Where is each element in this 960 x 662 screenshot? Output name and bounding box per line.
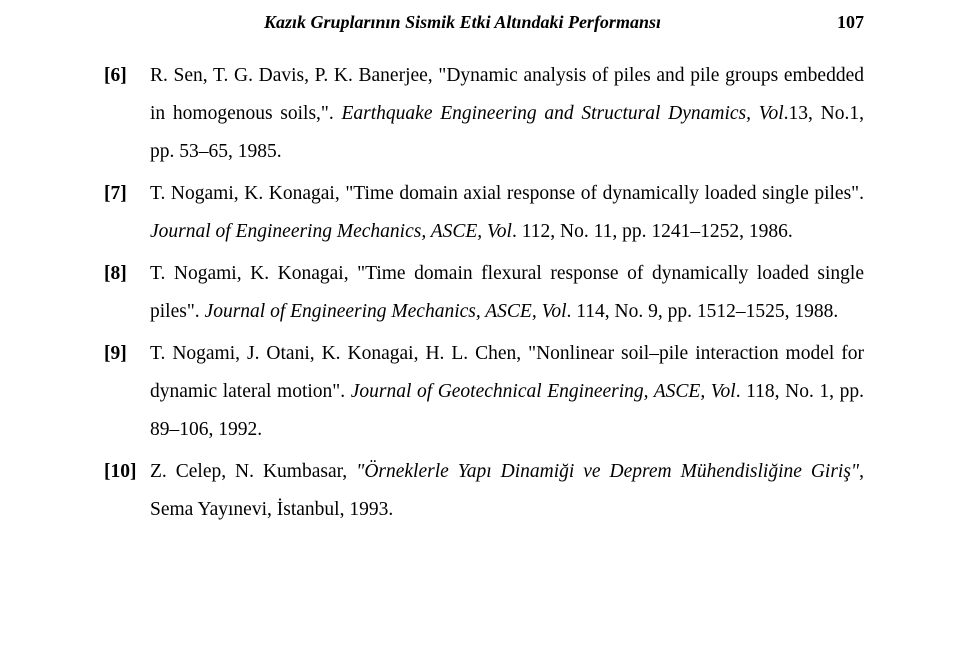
reference-item: [6] R. Sen, T. G. Davis, P. K. Banerjee,… [104, 57, 864, 171]
running-header: Kazık Gruplarının Sismik Etki Altındaki … [104, 12, 864, 33]
reference-text: T. Nogami, K. Konagai, "Time domain flex… [150, 255, 864, 331]
page-number: 107 [837, 12, 864, 33]
reference-text: R. Sen, T. G. Davis, P. K. Banerjee, "Dy… [150, 57, 864, 171]
reference-text: T. Nogami, J. Otani, K. Konagai, H. L. C… [150, 335, 864, 449]
header-title: Kazık Gruplarının Sismik Etki Altındaki … [104, 12, 821, 33]
reference-list: [6] R. Sen, T. G. Davis, P. K. Banerjee,… [104, 57, 864, 529]
reference-item: [9] T. Nogami, J. Otani, K. Konagai, H. … [104, 335, 864, 449]
reference-text: T. Nogami, K. Konagai, "Time domain axia… [150, 175, 864, 251]
reference-item: [8] T. Nogami, K. Konagai, "Time domain … [104, 255, 864, 331]
reference-label: [8] [104, 255, 150, 331]
reference-post: . 112, No. 11, pp. 1241–1252, 1986. [512, 221, 793, 242]
reference-journal: "Örneklerle Yapı Dinamiği ve Deprem Mühe… [356, 461, 859, 482]
reference-label: [6] [104, 57, 150, 171]
reference-journal: Earthquake Engineering and Structural Dy… [342, 103, 784, 124]
reference-pre: Z. Celep, N. Kumbasar, [150, 461, 356, 482]
reference-item: [10] Z. Celep, N. Kumbasar, "Örneklerle … [104, 453, 864, 529]
reference-label: [10] [104, 453, 150, 529]
reference-text: Z. Celep, N. Kumbasar, "Örneklerle Yapı … [150, 453, 864, 529]
reference-label: [7] [104, 175, 150, 251]
reference-journal: Journal of Geotechnical Engineering, ASC… [351, 381, 736, 402]
page: Kazık Gruplarının Sismik Etki Altındaki … [0, 0, 960, 662]
reference-post: . 114, No. 9, pp. 1512–1525, 1988. [567, 301, 839, 322]
reference-journal: Journal of Engineering Mechanics, ASCE, … [150, 221, 512, 242]
reference-item: [7] T. Nogami, K. Konagai, "Time domain … [104, 175, 864, 251]
reference-journal: Journal of Engineering Mechanics, ASCE, … [205, 301, 567, 322]
reference-label: [9] [104, 335, 150, 449]
reference-pre: T. Nogami, K. Konagai, "Time domain axia… [150, 183, 864, 204]
